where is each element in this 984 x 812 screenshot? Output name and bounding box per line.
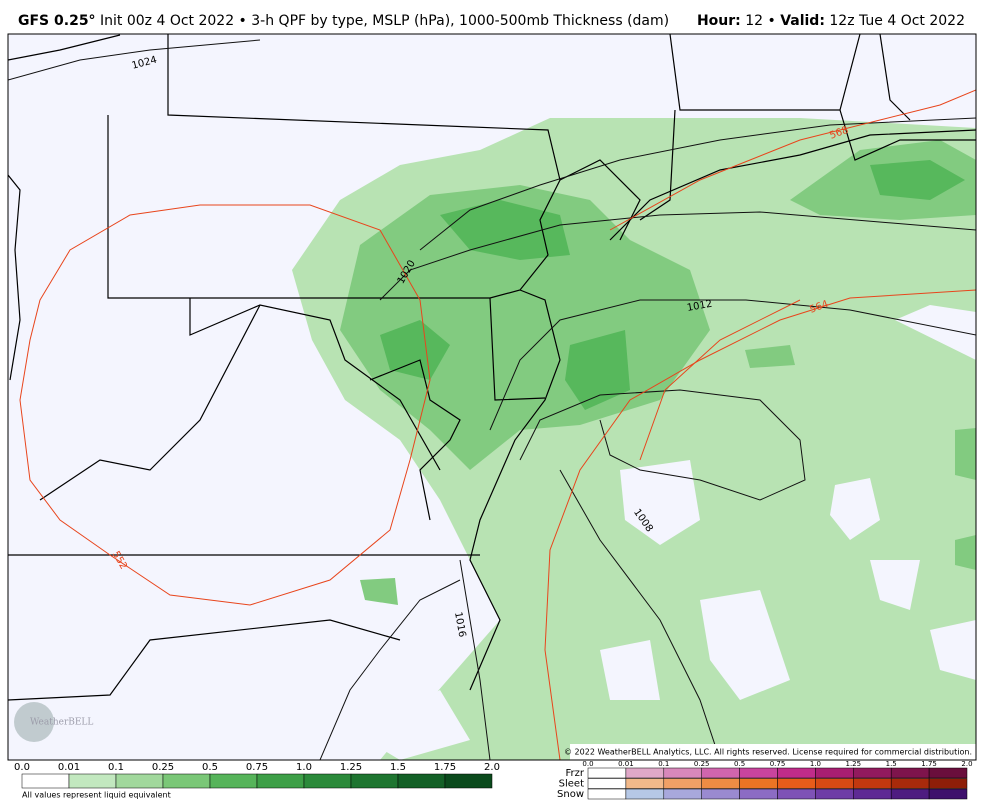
type-color-cell xyxy=(853,767,892,779)
rain-color-cell xyxy=(444,773,493,789)
rain-tick-label: 1.25 xyxy=(340,762,362,773)
rain-color-cell xyxy=(350,773,399,789)
type-color-cell xyxy=(890,767,930,779)
legend-note: All values represent liquid equivalent xyxy=(22,791,171,800)
precip-type-label: Sleet xyxy=(559,779,584,790)
logo-globe xyxy=(14,702,54,742)
rain-tick-label: 1.0 xyxy=(296,762,312,773)
rain-color-cell xyxy=(21,773,70,789)
type-color-cell xyxy=(663,788,702,800)
legend: All values represent liquid equivalent 0… xyxy=(14,760,973,800)
type-color-cell xyxy=(739,778,778,789)
valid-label: Valid: xyxy=(780,13,825,29)
type-color-cell xyxy=(777,767,816,779)
type-color-cell xyxy=(815,767,854,779)
type-color-cell xyxy=(853,788,892,800)
rain-color-cell xyxy=(162,773,211,789)
type-tick-label: 0.25 xyxy=(694,760,710,768)
rain-color-cell xyxy=(209,773,258,789)
type-color-cell xyxy=(663,767,702,779)
type-color-cell xyxy=(625,778,665,789)
isobar-label: 1012 xyxy=(686,299,713,314)
valid-time: Hour: 12 • Valid: 12z Tue 4 Oct 2022 xyxy=(697,13,965,29)
rain-tick-label: 0.01 xyxy=(58,762,80,773)
map-frame xyxy=(7,33,977,761)
type-color-cell xyxy=(739,767,778,779)
type-tick-label: 0.75 xyxy=(770,760,786,768)
type-color-cell xyxy=(777,788,816,800)
isobar-label: 1016 xyxy=(452,611,467,638)
type-color-cell xyxy=(587,778,627,789)
type-color-cell xyxy=(625,767,665,779)
rain-tick-label: 0.0 xyxy=(14,762,30,773)
type-tick-label: 0.5 xyxy=(734,760,745,768)
precip-type-label: Frzr xyxy=(566,768,585,779)
thickness-contours xyxy=(19,89,976,760)
borders xyxy=(8,34,976,701)
copyright-box xyxy=(570,744,976,760)
rain-color-cell xyxy=(256,773,305,789)
type-color-cell xyxy=(663,778,702,789)
title-rest: Init 00z 4 Oct 2022 • 3-h QPF by type, M… xyxy=(100,13,669,29)
type-color-cell xyxy=(701,767,740,779)
rain-tick-label: 0.25 xyxy=(152,762,174,773)
type-color-cell xyxy=(928,767,968,779)
type-color-cell xyxy=(928,788,968,800)
rain-color-cell xyxy=(397,773,446,789)
rain-tick-label: 2.0 xyxy=(484,762,500,773)
type-color-cell xyxy=(701,788,740,800)
type-tick-label: 2.0 xyxy=(961,760,972,768)
logo: WeatherBELL xyxy=(14,702,93,742)
type-color-cell xyxy=(928,778,968,789)
type-color-cell xyxy=(853,778,892,789)
type-color-cell xyxy=(625,788,665,800)
type-tick-label: 1.25 xyxy=(846,760,862,768)
title-model: GFS 0.25° xyxy=(18,13,96,29)
copyright: © 2022 WeatherBELL Analytics, LLC. All r… xyxy=(564,748,972,757)
type-color-cell xyxy=(815,778,854,789)
type-tick-label: 0.1 xyxy=(658,760,669,768)
rain-tick-label: 0.5 xyxy=(202,762,218,773)
type-color-cell xyxy=(739,788,778,800)
qpf-heavy xyxy=(380,160,965,410)
rain-tick-label: 0.1 xyxy=(108,762,124,773)
type-tick-label: 1.75 xyxy=(921,760,937,768)
type-tick-label: 1.0 xyxy=(810,760,821,768)
title: GFS 0.25° Init 00z 4 Oct 2022 • 3-h QPF … xyxy=(18,13,669,29)
rain-color-cell xyxy=(303,773,352,789)
rain-tick-label: 0.75 xyxy=(246,762,268,773)
hour-label: Hour: xyxy=(697,13,741,29)
isobars xyxy=(8,39,976,760)
type-color-cell xyxy=(890,778,930,789)
precip-type-label: Snow xyxy=(557,789,584,800)
valid: 12z Tue 4 Oct 2022 xyxy=(829,13,965,29)
type-color-cell xyxy=(890,788,930,800)
type-color-cell xyxy=(777,778,816,789)
rain-tick-label: 1.75 xyxy=(434,762,456,773)
type-tick-label: 1.5 xyxy=(886,760,897,768)
type-color-cell xyxy=(587,788,627,800)
rain-tick-label: 1.5 xyxy=(390,762,406,773)
rain-color-cell xyxy=(68,773,117,789)
rain-color-cell xyxy=(115,773,164,789)
type-tick-label: 0.0 xyxy=(582,760,593,768)
type-tick-label: 0.01 xyxy=(618,760,634,768)
type-color-cell xyxy=(701,778,740,789)
type-color-cell xyxy=(815,788,854,800)
logo-text: WeatherBELL xyxy=(30,718,93,728)
type-color-cell xyxy=(587,767,627,779)
dry-areas xyxy=(375,305,976,760)
map: 1024 1020 1016 1012 1008 568 564 552 Wea… xyxy=(8,34,976,760)
hour: 12 • xyxy=(745,13,776,29)
